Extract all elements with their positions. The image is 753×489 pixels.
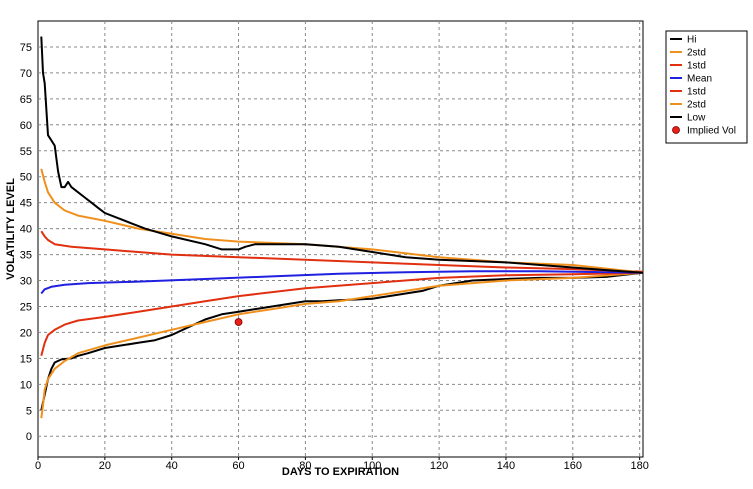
- legend-label: Mean: [687, 74, 712, 85]
- series-line-1std: [40, 230, 644, 273]
- y-tick-label: 50: [20, 172, 32, 184]
- x-tick-label: 60: [232, 460, 244, 472]
- x-tick-label: 180: [630, 460, 648, 472]
- y-tick-labels: 0 5 10 15 20 25 30 35 40 45 50 55 60 65 70 75: [20, 42, 32, 443]
- y-tick-label: 20: [20, 327, 32, 339]
- y-tick-label: 70: [20, 68, 32, 80]
- y-tick-label: 40: [20, 224, 32, 236]
- legend: Hi 2std 1std Mean 1std 2std Low Implied Vol: [665, 30, 748, 144]
- legend-swatch: [672, 126, 680, 134]
- series-lines: [40, 36, 644, 419]
- series-line-2std: [40, 168, 644, 274]
- y-tick-label: 35: [20, 250, 32, 262]
- y-tick-label: 75: [20, 42, 32, 54]
- series-line-mean: [40, 270, 644, 295]
- legend-label: Implied Vol: [687, 126, 736, 137]
- x-axis-title: DAYS TO EXPIRATION: [282, 466, 399, 478]
- legend-label: Low: [687, 113, 706, 124]
- x-tick-labels: 0 20 40 60 80 100 120 140 160 180: [35, 457, 649, 472]
- y-tick-label: 0: [26, 431, 32, 443]
- x-tick-label: 40: [166, 460, 178, 472]
- series-line-2std: [40, 271, 644, 419]
- x-tick-label: 120: [430, 460, 448, 472]
- markers: [234, 318, 243, 326]
- legend-box: [665, 30, 748, 144]
- x-tick-label: 0: [35, 460, 41, 472]
- y-tick-label: 30: [20, 276, 32, 288]
- y-tick-label: 10: [20, 379, 32, 391]
- x-tick-label: 20: [99, 460, 111, 472]
- x-tick-label: 100: [363, 460, 381, 472]
- y-tick-label: 55: [20, 146, 32, 158]
- series-line-1std: [40, 271, 644, 357]
- legend-label: Hi: [687, 35, 696, 46]
- y-tick-label: 45: [20, 198, 32, 210]
- implied-vol-marker: [234, 318, 243, 326]
- x-tick-label: 140: [497, 460, 515, 472]
- legend-label: 1std: [687, 61, 706, 72]
- x-tick-label: 160: [564, 460, 582, 472]
- plot-background: [37, 20, 644, 458]
- y-axis-title: VOLATILITY LEVEL: [5, 178, 17, 280]
- series-line-hi: [40, 36, 644, 274]
- y-tick-label: 60: [20, 120, 32, 132]
- y-tick-label: 65: [20, 94, 32, 106]
- y-tick-label: 15: [20, 353, 32, 365]
- legend-label: 2std: [687, 48, 706, 59]
- grid-lines: [38, 21, 643, 457]
- y-tick-label: 5: [26, 405, 32, 417]
- y-tick-label: 25: [20, 301, 32, 313]
- legend-label: 2std: [687, 100, 706, 111]
- x-tick-label: 80: [299, 460, 311, 472]
- legend-label: 1std: [687, 87, 706, 98]
